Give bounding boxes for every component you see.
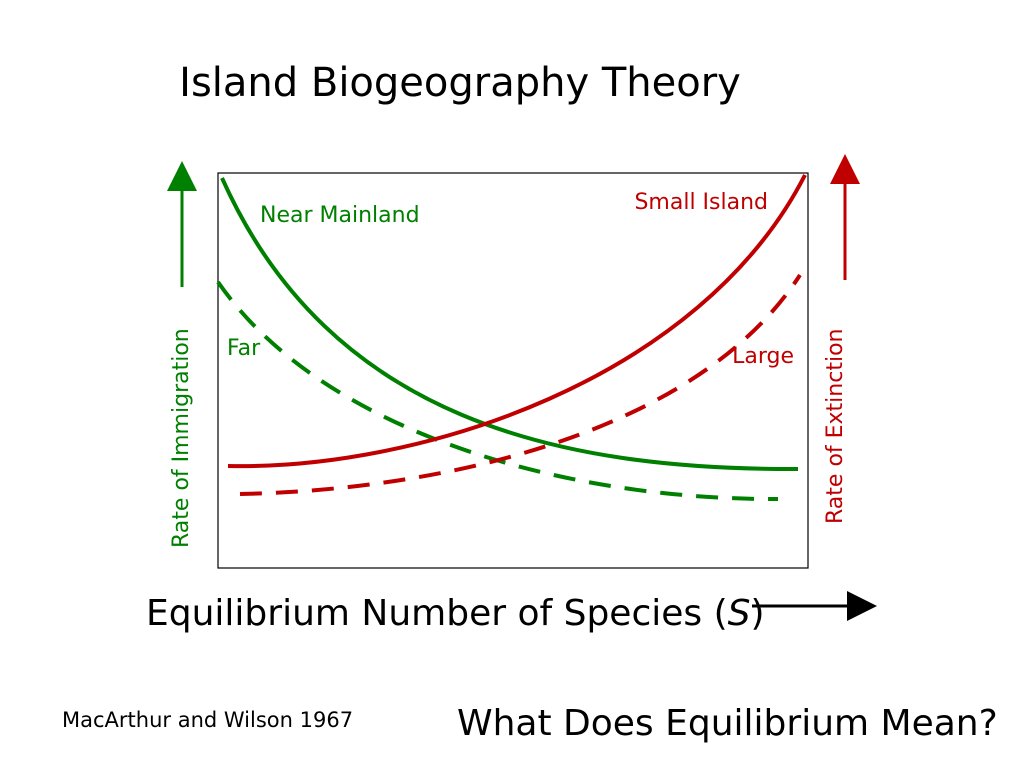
near-curve [220,177,799,472]
x-label-text: Equilibrium Number of Species ( [146,593,728,634]
x-label-symbol: S [728,593,751,634]
curve-label: Near Mainland [260,203,420,228]
question: What Does Equilibrium Mean? [457,703,998,744]
y-axis-label: Rate of Immigration [169,328,194,548]
citation: MacArthur and Wilson 1967 [62,708,353,732]
title: Island Biogeography Theory [179,60,741,106]
large-curve [239,273,802,496]
plot-frame [217,172,809,569]
curve-label: Far [227,336,261,361]
y-axis-label: Rate of Extinction [823,329,848,524]
curve-label: Small Island [634,190,768,215]
small-curve [227,174,807,469]
far-curve [216,280,779,502]
curve-label: Large [732,344,794,369]
x-axis-label: Equilibrium Number of Species (S) [146,593,765,634]
x-label-text: ) [751,593,765,634]
